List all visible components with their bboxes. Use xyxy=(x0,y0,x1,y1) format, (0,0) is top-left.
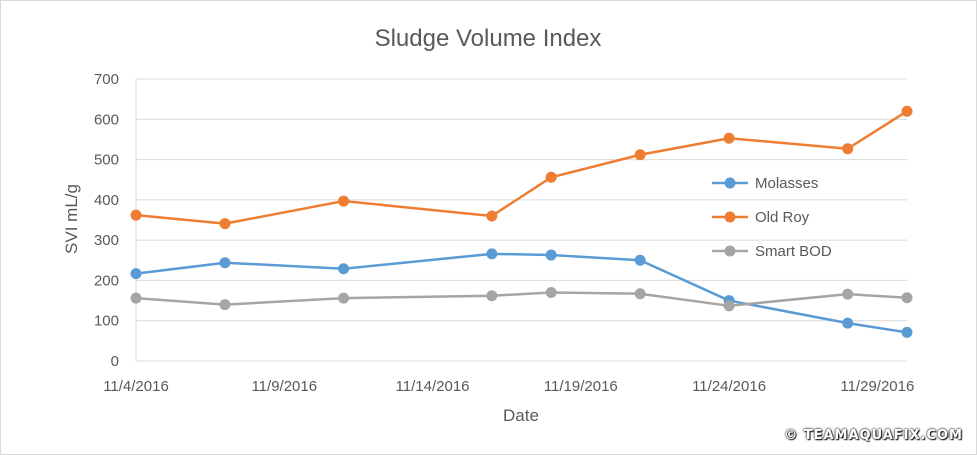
legend-swatch-marker xyxy=(724,211,736,223)
series-old-roy xyxy=(130,105,913,230)
data-point xyxy=(338,263,350,275)
x-tick-label: 11/29/2016 xyxy=(840,378,914,395)
data-point xyxy=(486,248,498,260)
data-point xyxy=(634,149,646,161)
x-tick-label: 11/19/2016 xyxy=(544,378,618,395)
legend-swatch-marker xyxy=(724,245,736,257)
x-tick-label: 11/24/2016 xyxy=(692,378,766,395)
data-point xyxy=(338,292,350,304)
y-tick-label: 100 xyxy=(94,313,119,330)
y-axis-ticks: 0 100 200 300 400 500 600 700 xyxy=(94,71,119,370)
series-smart-bod xyxy=(130,287,913,312)
x-axis-label: Date xyxy=(503,406,539,425)
data-point xyxy=(634,288,646,300)
y-tick-label: 200 xyxy=(94,272,119,289)
data-point xyxy=(130,292,142,304)
watermark: © TEAMAQUAFIX.COM xyxy=(784,428,963,443)
legend-item: Old Roy xyxy=(712,209,810,226)
data-point xyxy=(486,210,498,222)
y-tick-label: 0 xyxy=(111,353,119,370)
data-point xyxy=(545,249,557,261)
data-point xyxy=(901,292,913,304)
x-tick-label: 11/9/2016 xyxy=(251,378,317,395)
data-point xyxy=(545,287,557,299)
data-point xyxy=(723,300,735,312)
data-point xyxy=(842,288,854,300)
legend: Molasses Old Roy Smart BOD xyxy=(712,175,832,260)
data-point xyxy=(130,268,142,280)
data-point xyxy=(219,257,231,269)
legend-swatch-marker xyxy=(724,177,736,189)
y-tick-label: 300 xyxy=(94,232,119,249)
data-point xyxy=(219,299,231,311)
data-point xyxy=(842,317,854,329)
y-tick-label: 700 xyxy=(94,71,119,88)
legend-label: Molasses xyxy=(755,175,818,192)
legend-item: Smart BOD xyxy=(712,243,832,260)
legend-label: Smart BOD xyxy=(755,243,832,260)
y-tick-label: 600 xyxy=(94,111,119,128)
series-line xyxy=(135,291,908,308)
data-point xyxy=(901,105,913,117)
data-point xyxy=(338,195,350,207)
data-point xyxy=(545,171,557,183)
x-axis-ticks: 11/4/2016 11/9/2016 11/14/2016 11/19/2016 11… xyxy=(103,378,914,395)
legend-item: Molasses xyxy=(712,175,818,192)
data-point xyxy=(723,132,735,144)
series-line xyxy=(135,110,908,225)
data-point xyxy=(130,209,142,221)
legend-label: Old Roy xyxy=(755,209,810,226)
y-axis-label: SVI mL/g xyxy=(62,184,81,254)
y-tick-label: 400 xyxy=(94,192,119,209)
series-layer xyxy=(130,105,913,338)
x-tick-label: 11/4/2016 xyxy=(103,378,169,395)
chart-title: Sludge Volume Index xyxy=(375,25,602,52)
data-point xyxy=(486,290,498,302)
data-point xyxy=(901,326,913,338)
x-tick-label: 11/14/2016 xyxy=(396,378,470,395)
y-tick-label: 500 xyxy=(94,152,119,169)
data-point xyxy=(219,218,231,230)
data-point xyxy=(634,254,646,266)
data-point xyxy=(842,143,854,155)
